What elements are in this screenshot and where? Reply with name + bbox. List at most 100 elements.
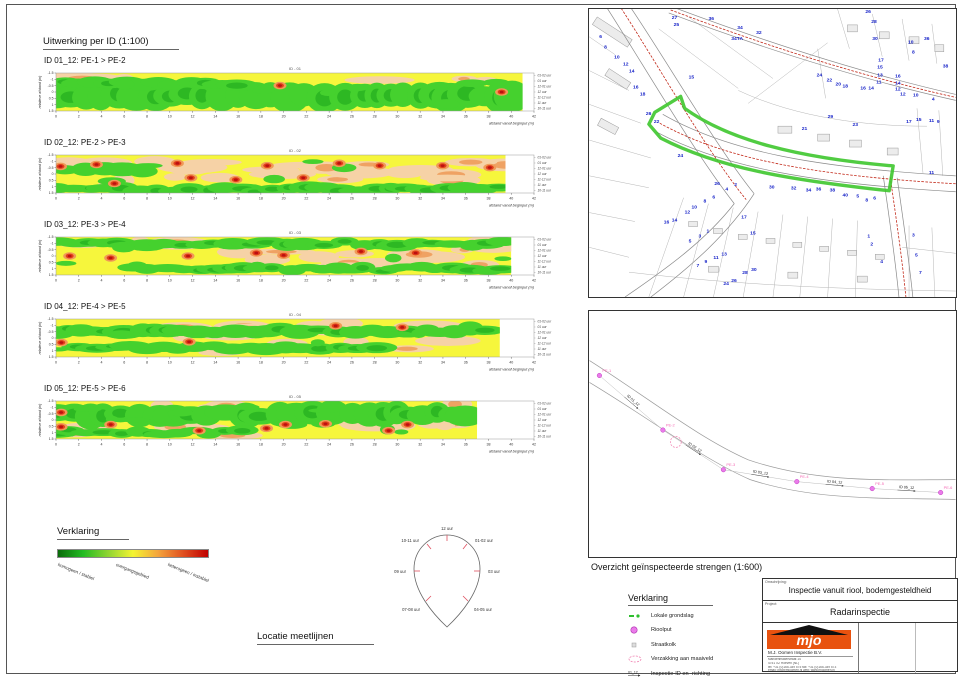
measure-line-label: 01 uur xyxy=(538,407,548,411)
house-number: 6 xyxy=(599,34,602,40)
legend-symbols: Verklaring Lokale grondslag Rioolput Straa… xyxy=(628,588,788,678)
x-tick-label: 36 xyxy=(464,115,468,119)
x-tick-label: 36 xyxy=(464,361,468,365)
house-number: 1 xyxy=(867,233,870,239)
house-number: 12 xyxy=(900,91,906,97)
x-tick-label: 24 xyxy=(327,443,331,447)
x-tick-label: 22 xyxy=(304,197,308,201)
house-number: 36 xyxy=(924,36,930,42)
y-tick-label: -1.5 xyxy=(48,235,54,239)
heatmap-plot: ID - 01 -1.5 -1 -0.5 0 0.5 1 1.5 relatieve afsta… xyxy=(38,66,552,126)
house-number: 12 xyxy=(895,86,901,92)
x-tick-label: 16 xyxy=(236,443,240,447)
measure-line-labels: 12 uur 10-11 uur 01-02 uur 09 uur 03 uur 07-0… xyxy=(394,526,500,612)
legend-item: Lokale grondslag xyxy=(628,611,788,621)
house-number: 3 xyxy=(699,233,702,239)
company-name: M.J. Oomen Inspectie B.V. xyxy=(768,650,823,655)
x-tick-label: 20 xyxy=(282,197,286,201)
house-number: 17 xyxy=(741,215,747,221)
x-tick-label: 38 xyxy=(486,197,490,201)
y-axis-label: relatieve afstand (m) xyxy=(38,158,42,191)
measure-line-label: 10-11 uur xyxy=(538,107,552,111)
x-tick-label: 18 xyxy=(259,279,263,283)
logo-roof-icon xyxy=(770,625,848,635)
measure-line-label: 11 uur xyxy=(538,429,548,433)
x-tick-label: 22 xyxy=(304,443,308,447)
house-number: 7 xyxy=(697,263,700,269)
svg-text:ID 02_12: ID 02_12 xyxy=(687,442,702,454)
measure-line-label: 11 uur xyxy=(538,101,548,105)
house-number: 10 xyxy=(692,205,698,211)
color-scale-bar xyxy=(57,549,209,558)
x-tick-label: 14 xyxy=(213,443,217,447)
x-axis-label: afstand vanaf beginput (m) xyxy=(489,204,535,208)
plot-title: ID - 01 xyxy=(289,66,302,71)
svg-text:ID 05_12: ID 05_12 xyxy=(899,485,914,490)
measure-line-label: 12 uur xyxy=(538,336,548,340)
clock-position-label: 09 uur xyxy=(394,569,406,574)
house-number: 25 xyxy=(674,22,680,28)
house-number: 24 xyxy=(678,153,684,159)
parcel-lines xyxy=(589,9,956,297)
house-number: 38 xyxy=(943,64,949,70)
x-tick-label: 28 xyxy=(373,279,377,283)
manhole-label: PE-1 xyxy=(602,368,611,373)
project-value: Radarinspectie xyxy=(829,607,891,617)
legend-item-label: Verzakking aan maaiveld xyxy=(651,656,714,662)
x-tick-label: 16 xyxy=(236,279,240,283)
meetlijnen-legend: Locatie meetlijnen 12 uur 10-11 uur 01-02 … xyxy=(257,521,510,645)
house-number: 3 xyxy=(912,232,915,238)
heatmap-plot: ID - 03 -1.5 -1 -0.5 0 0.5 1 1.5 relatieve afsta… xyxy=(38,230,553,290)
measure-line-label: 12-01 uur xyxy=(538,249,553,253)
house-number: 34TA xyxy=(731,36,743,42)
x-tick-label: 10 xyxy=(168,279,172,283)
x-tick-label: 8 xyxy=(146,115,148,119)
x-tick-label: 16 xyxy=(236,361,240,365)
pipe-profile-diagram: 12 uur 10-11 uur 01-02 uur 09 uur 03 uur 07-0… xyxy=(394,526,501,628)
manhole-label: PE-4 xyxy=(800,474,810,479)
legend-item-label: Straatkolk xyxy=(651,641,676,648)
x-tick-label: 14 xyxy=(213,361,217,365)
x-tick-label: 8 xyxy=(146,361,148,365)
house-number: 30 xyxy=(769,185,775,191)
house-number: 32 xyxy=(791,186,797,192)
legend-symbol-items: Lokale grondslag Rioolput Straatkolk Verzak… xyxy=(628,611,788,678)
heatmap-strips: ID 01_12: PE-1 > PE-2 ID - 01 -1.5 -1 -0.5 0 0… xyxy=(34,56,579,466)
manhole-dot xyxy=(660,427,666,433)
section-title-uitwerking: Uitwerking per ID (1:100) xyxy=(43,36,179,50)
x-tick-label: 8 xyxy=(146,443,148,447)
house-number: 2 xyxy=(870,241,873,247)
x-tick-label: 30 xyxy=(395,361,399,365)
y-tick-label: 1 xyxy=(52,431,54,435)
house-number: 15 xyxy=(916,117,922,123)
x-tick-label: 30 xyxy=(395,443,399,447)
x-tick-label: 40 xyxy=(509,115,513,119)
house-numbers: 68101214161826222725363434TA321526283010… xyxy=(599,9,948,287)
y-tick-label: 0.5 xyxy=(49,179,54,183)
y-tick-label: 1.5 xyxy=(49,355,54,359)
y-tick-label: -1.5 xyxy=(48,399,54,403)
house-number: 17 xyxy=(878,58,884,64)
x-tick-label: 4 xyxy=(101,197,103,201)
subsidence-outline xyxy=(669,436,682,448)
meetlijnen-title: Locatie meetlijnen xyxy=(257,631,374,645)
x-tick-label: 0 xyxy=(55,361,57,365)
x-tick-label: 42 xyxy=(532,361,536,365)
measure-line-label: 01-02 uur xyxy=(538,238,553,242)
house-number: 22 xyxy=(654,119,660,125)
ground-reference-icon xyxy=(629,613,640,618)
x-tick-label: 26 xyxy=(350,115,354,119)
color-scale-label: overgangsgebied xyxy=(115,562,150,580)
heatmap-plot: ID - 02 -1.5 -1 -0.5 0 0.5 1 1.5 relatieve afsta… xyxy=(38,148,552,208)
x-tick-label: 24 xyxy=(327,279,331,283)
house-number: 15 xyxy=(689,75,695,81)
x-tick-label: 36 xyxy=(464,279,468,283)
measure-line-label: 10-11 uur xyxy=(538,435,552,439)
y-tick-label: 0 xyxy=(52,254,54,258)
x-tick-label: 4 xyxy=(101,279,103,283)
titleblock-company-row: mjo M.J. Oomen Inspectie B.V. Mandenmake… xyxy=(763,623,957,673)
x-tick-label: 6 xyxy=(123,115,125,119)
x-tick-label: 20 xyxy=(282,361,286,365)
